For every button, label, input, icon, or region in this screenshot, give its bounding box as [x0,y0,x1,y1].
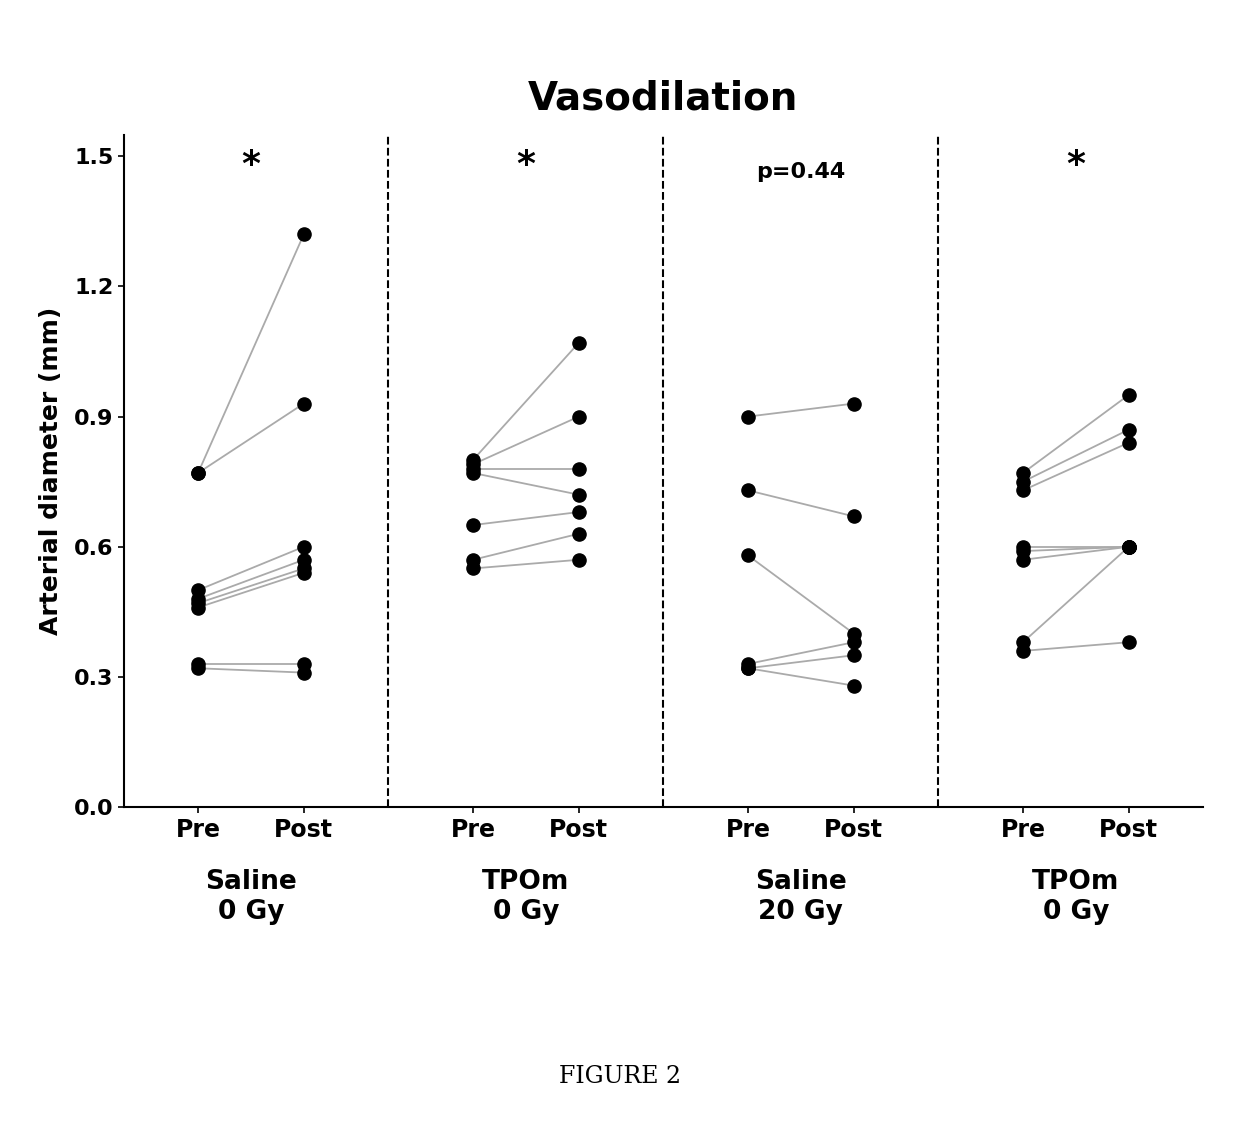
Point [1118,420,1138,438]
Point [738,408,758,426]
Text: *: * [242,148,260,183]
Text: TPOm
0 Gy: TPOm 0 Gy [1032,869,1120,925]
Point [844,677,864,695]
Point [188,594,208,612]
Point [844,624,864,642]
Text: TPOm
0 Gy: TPOm 0 Gy [482,869,569,925]
Text: Saline
20 Gy: Saline 20 Gy [755,869,847,925]
Title: Vasodilation: Vasodilation [528,80,799,118]
Point [463,451,482,469]
Point [844,647,864,665]
Point [569,485,589,503]
Point [569,550,589,568]
Point [188,464,208,482]
Point [188,599,208,617]
Point [1118,538,1138,556]
Text: FIGURE 2: FIGURE 2 [559,1065,681,1087]
Point [463,550,482,568]
Point [463,455,482,473]
Point [1013,543,1033,560]
Point [569,503,589,521]
Point [294,559,314,577]
Point [294,664,314,682]
Point [738,659,758,677]
Point [294,564,314,582]
Point [569,525,589,543]
Point [294,225,314,243]
Point [294,395,314,413]
Y-axis label: Arterial diameter (mm): Arterial diameter (mm) [38,307,63,634]
Point [463,464,482,482]
Point [738,546,758,564]
Point [1118,538,1138,556]
Text: p=0.44: p=0.44 [756,163,846,183]
Point [188,590,208,608]
Point [738,481,758,499]
Point [569,460,589,478]
Point [1013,473,1033,491]
Point [463,559,482,577]
Point [188,655,208,673]
Point [738,659,758,677]
Point [1118,633,1138,651]
Point [1013,633,1033,651]
Point [463,516,482,534]
Point [1013,481,1033,499]
Point [294,550,314,568]
Point [569,408,589,426]
Point [188,659,208,677]
Text: Saline
0 Gy: Saline 0 Gy [205,869,296,925]
Point [1013,550,1033,568]
Point [1013,642,1033,660]
Point [1013,464,1033,482]
Point [1118,538,1138,556]
Text: *: * [516,148,536,183]
Point [294,655,314,673]
Text: *: * [1066,148,1085,183]
Point [569,334,589,352]
Point [844,508,864,526]
Point [1118,538,1138,556]
Point [294,538,314,556]
Point [188,464,208,482]
Point [844,633,864,651]
Point [1118,386,1138,404]
Point [463,460,482,478]
Point [1118,434,1138,452]
Point [1013,538,1033,556]
Point [188,581,208,599]
Point [844,395,864,413]
Point [738,655,758,673]
